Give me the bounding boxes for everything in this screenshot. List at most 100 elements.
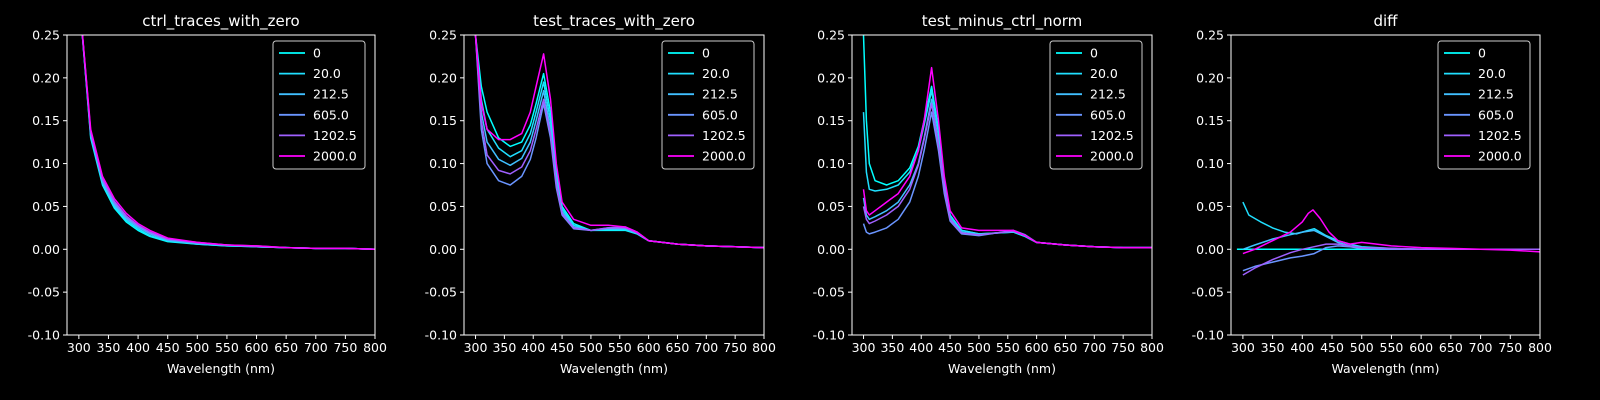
chart-title: test_minus_ctrl_norm [922,12,1083,31]
y-tick-label: 0.10 [32,156,60,171]
series-line-2000.0 [81,35,375,251]
x-axis-label: Wavelength (nm) [1332,361,1440,376]
legend-entry: 1202.5 [702,128,746,143]
series-lines [1236,201,1540,276]
x-tick-label: 650 [1439,340,1463,355]
x-tick-label: 600 [1025,340,1049,355]
x-tick-label: 800 [752,340,776,355]
y-tick-label: 0.10 [1196,156,1224,171]
x-tick-label: 400 [909,340,933,355]
chart-panel-4: 300 350 400 450 500 550 600 650 700 750 800 -0.10 -0… [1192,12,1552,376]
x-tick-label: 350 [492,340,516,355]
x-axis-label: Wavelength (nm) [560,361,668,376]
y-tick-label: 0.20 [429,70,457,85]
legend-entry: 2000.0 [1478,149,1522,164]
x-tick-label: 300 [67,340,91,355]
series-line-2000.0 [1242,209,1540,255]
legend-entry: 0 [1090,46,1098,61]
x-tick-label: 550 [996,340,1020,355]
x-tick-label: 500 [1350,340,1374,355]
y-tick-label: 0.00 [32,242,60,257]
axes-frame [851,34,1153,336]
legend-entry: 1202.5 [1478,128,1522,143]
legend-entry: 2000.0 [313,149,357,164]
legend-entry: 605.0 [1478,107,1514,122]
legend-entry: 1202.5 [1090,128,1134,143]
x-tick-label: 450 [938,340,962,355]
x-tick-label: 400 [521,340,545,355]
x-tick-label: 450 [156,340,180,355]
legend-entry: 0 [1478,46,1486,61]
y-tick-label: 0.15 [817,113,845,128]
legend-entry: 212.5 [313,87,349,102]
x-tick-label: 400 [126,340,150,355]
y-tick-label: 0.10 [817,156,845,171]
y-tick-label: 0.05 [817,199,845,214]
legend-entry: 20.0 [1478,66,1506,81]
y-tick-label: 0.05 [1196,199,1224,214]
y-tick-label: 0.15 [1196,113,1224,128]
x-tick-label: 700 [694,340,718,355]
x-tick-label: 600 [1409,340,1433,355]
x-tick-label: 550 [1380,340,1404,355]
series-line-2000.0 [862,66,1152,249]
x-tick-label: 450 [550,340,574,355]
legend-entry: 0 [702,46,710,61]
y-tick-label: -0.05 [28,285,60,300]
x-tick-label: 600 [245,340,269,355]
x-axis-label: Wavelength (nm) [948,361,1056,376]
y-tick-label: 0.00 [429,242,457,257]
legend-entry: 0 [313,46,321,61]
y-tick-label: -0.10 [813,328,845,343]
x-tick-label: 750 [723,340,747,355]
legend-entry: 1202.5 [313,128,357,143]
axes-frame [463,34,765,336]
x-tick-label: 350 [1261,340,1285,355]
legend-entry: 212.5 [702,87,738,102]
x-tick-label: 650 [274,340,298,355]
y-tick-label: 0.20 [817,70,845,85]
legend-entry: 212.5 [1478,87,1514,102]
x-tick-label: 500 [579,340,603,355]
y-tick-label: 0.00 [817,242,845,257]
y-tick-label: 0.20 [32,70,60,85]
y-tick-label: -0.10 [28,328,60,343]
x-tick-label: 500 [185,340,209,355]
series-line-2000.0 [474,35,764,249]
chart-panel-1: 300 350 400 450 500 550 600 650 700 750 800 -0.10 -0… [28,12,387,376]
y-tick-label: 0.15 [32,113,60,128]
x-tick-label: 650 [666,340,690,355]
x-tick-label: 350 [880,340,904,355]
x-tick-label: 300 [464,340,488,355]
y-tick-label: 0.25 [429,28,457,43]
legend-entry: 2000.0 [1090,149,1134,164]
x-tick-label: 750 [1111,340,1135,355]
axes-frame [66,34,376,336]
legend: 0 20.0 212.5 605.0 1202.5 2000.0 [272,40,366,170]
x-tick-label: 500 [967,340,991,355]
series-lines [474,35,764,249]
series-lines [81,35,375,251]
x-tick-label: 300 [1231,340,1255,355]
chart-title: test_traces_with_zero [533,12,695,31]
legend-entry: 20.0 [313,66,341,81]
chart-title: diff [1373,12,1398,30]
x-tick-label: 350 [97,340,121,355]
x-tick-label: 450 [1320,340,1344,355]
y-tick-label: 0.00 [1196,242,1224,257]
y-tick-label: -0.10 [425,328,457,343]
chart-panel-2: 300 350 400 450 500 550 600 650 700 750 800 -0.10 -0… [425,12,776,376]
x-tick-label: 300 [852,340,876,355]
y-tick-label: 0.20 [1196,70,1224,85]
legend-entry: 605.0 [1090,107,1126,122]
x-tick-label: 800 [1140,340,1164,355]
chart-panel-3: 300 350 400 450 500 550 600 650 700 750 800 -0.10 -0… [813,12,1164,376]
axes-frame [1230,34,1541,336]
legend-entry: 605.0 [702,107,738,122]
x-tick-label: 700 [1469,340,1493,355]
x-tick-label: 800 [1528,340,1552,355]
legend-entry: 2000.0 [702,149,746,164]
x-tick-label: 700 [304,340,328,355]
legend-entry: 20.0 [1090,66,1118,81]
